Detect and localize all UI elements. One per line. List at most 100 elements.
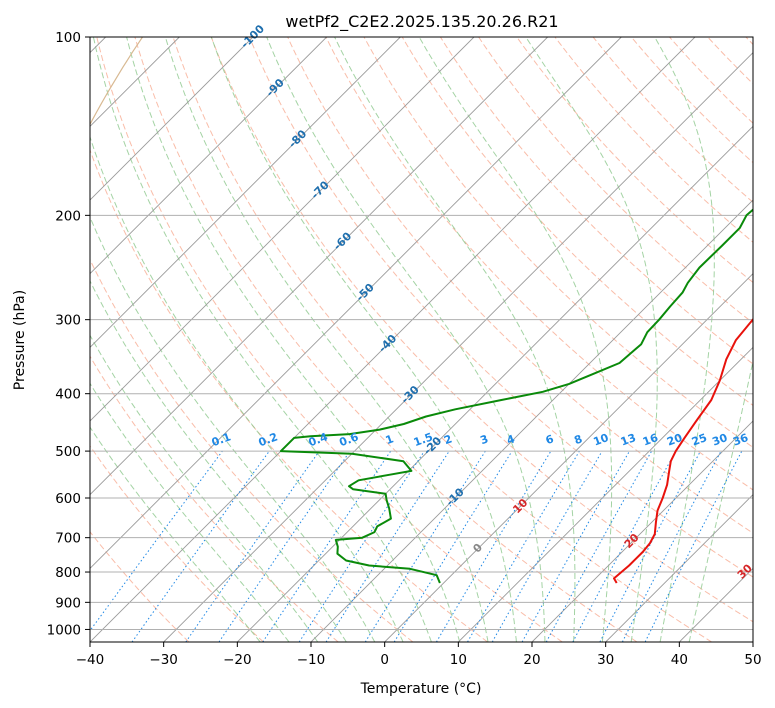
moist-adiabat-line — [688, 358, 753, 642]
data-lines — [279, 208, 753, 584]
moist-adiabat-line — [654, 37, 715, 642]
dewpoint-profile-line — [279, 208, 753, 584]
mixing-ratio-line — [298, 450, 425, 642]
x-tick-label: 10 — [450, 652, 467, 668]
y-tick-label: 1000 — [47, 622, 81, 638]
y-tick-label: 600 — [55, 491, 81, 507]
dry-adiabat-line — [401, 37, 753, 407]
y-tick-label: 100 — [55, 30, 81, 46]
x-tick-label: −20 — [223, 652, 252, 668]
isotherm-line — [90, 37, 696, 642]
y-tick-label: 400 — [55, 387, 81, 403]
y-tick-label: 300 — [55, 313, 81, 329]
x-tick-label: 40 — [671, 652, 688, 668]
isotherm-line — [605, 494, 753, 642]
mixing-ratio-label: 1 — [384, 432, 396, 447]
mixing-ratio-label: 0.1 — [210, 430, 233, 449]
mixing-ratio-label: 0.2 — [257, 430, 280, 449]
x-tick-label: 50 — [744, 652, 761, 668]
mixing-ratio-line — [218, 450, 351, 642]
moist-adiabat-line — [90, 426, 261, 642]
dry-adiabat-line — [249, 37, 753, 578]
dry-adiabat-line — [363, 37, 753, 448]
x-tick-label: −40 — [76, 652, 105, 668]
x-tick-label: −10 — [297, 652, 326, 668]
isotherm-line — [90, 37, 548, 496]
mixing-ratio-line — [644, 450, 743, 642]
dry-adiabat-line — [96, 37, 563, 642]
x-tick-label: 20 — [523, 652, 540, 668]
isotherm-line — [90, 37, 254, 201]
plot-frame — [89, 36, 754, 643]
x-tick-label: 0 — [380, 652, 389, 668]
mixing-ratio-label: 25 — [690, 431, 709, 448]
dry-adiabat-line — [90, 258, 414, 642]
mixing-ratio-label: 16 — [641, 431, 660, 449]
moist-adiabat-line — [90, 382, 290, 642]
y-tick-label: 500 — [55, 444, 81, 460]
isotherm-line — [90, 37, 327, 275]
isotherm-line — [237, 125, 753, 642]
mixing-ratio-line — [325, 450, 450, 642]
mixing-ratio-label: 20 — [665, 431, 684, 449]
dry-adiabat-line — [478, 37, 753, 324]
mixing-ratio-line — [90, 450, 223, 632]
mixing-ratio-line — [545, 450, 653, 642]
dry-adiabat-line — [90, 530, 190, 642]
moist-adiabat-line — [334, 37, 576, 642]
chart-title: wetPf2_C2E2.2025.135.20.26.R21 — [285, 12, 558, 32]
mixing-ratio-label: 30 — [710, 431, 729, 449]
mixing-ratio-label: 4 — [505, 432, 517, 447]
mixing-ratio-line — [393, 450, 513, 642]
x-tick-label: 30 — [597, 652, 614, 668]
moist-adiabat-line — [90, 135, 404, 642]
y-tick-label: 900 — [55, 595, 81, 611]
dry-adiabat-line — [210, 37, 753, 623]
dry-adiabat-line — [630, 37, 753, 164]
mixing-ratio-label: 2 — [442, 432, 454, 447]
mixing-ratio-label: 13 — [619, 431, 638, 448]
x-axis-label: Temperature (°C) — [360, 681, 482, 697]
isotherm-line — [163, 52, 753, 642]
isotherm-line — [384, 273, 753, 642]
dry-adiabat-line — [134, 37, 638, 642]
tan-curve — [0, 37, 69, 642]
mixing-ratio-label: 0.6 — [338, 430, 361, 449]
moist-adiabat-line — [266, 37, 546, 642]
isotherm-line — [458, 346, 753, 642]
mixing-ratio-label: 1.5 — [412, 430, 435, 449]
mixing-ratio-line — [262, 450, 392, 642]
mixing-ratio-label: 3 — [478, 432, 490, 447]
axes: −40 −30 −20 −10 0 10 20 30 40 5010020030040050060… — [47, 30, 762, 668]
moist-adiabat-line — [90, 334, 319, 642]
temperature-profile-line — [613, 317, 753, 584]
mixing-ratio-line — [521, 450, 630, 642]
mixing-ratio-line — [185, 450, 320, 642]
isotherm-line — [531, 420, 753, 642]
y-tick-label: 800 — [55, 565, 81, 581]
dry-adiabat-line — [516, 37, 753, 284]
mixing-ratio-label: 10 — [592, 431, 611, 449]
dry-adiabat-line — [287, 37, 753, 534]
moist-adiabat-line — [90, 215, 376, 642]
mixing-ratio-label: 0.4 — [307, 430, 330, 449]
isotherm-line — [90, 37, 475, 422]
isotherm-line — [310, 199, 753, 642]
y-axis-label: Pressure (hPa) — [12, 290, 28, 390]
y-tick-label: 700 — [55, 531, 81, 547]
mixing-ratio-label: 36 — [731, 431, 750, 449]
moist-adiabat-line — [92, 37, 432, 642]
moist-adiabat-line — [418, 37, 613, 642]
isotherm-line — [90, 37, 622, 569]
mixing-ratio-label: 6 — [544, 432, 556, 447]
moist-adiabat-line — [164, 37, 489, 642]
isotherm-line — [90, 37, 401, 348]
dry-adiabat-line — [439, 37, 753, 365]
dry-adiabat-line — [90, 148, 488, 642]
mixing-ratio-line — [131, 450, 270, 642]
y-tick-label: 200 — [55, 208, 81, 224]
dry-adiabat-line — [554, 37, 753, 243]
mixing-ratio-line — [572, 450, 677, 642]
background-lines — [0, 37, 753, 642]
